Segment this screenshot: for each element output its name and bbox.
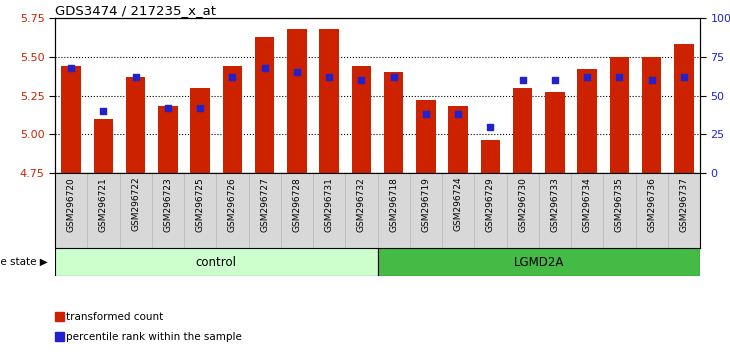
Bar <box>126 77 145 173</box>
Text: percentile rank within the sample: percentile rank within the sample <box>66 331 242 342</box>
Point <box>194 105 206 111</box>
Text: GSM296734: GSM296734 <box>583 177 591 232</box>
Text: GSM296736: GSM296736 <box>647 177 656 232</box>
Point <box>549 77 561 83</box>
Text: transformed count: transformed count <box>66 312 164 321</box>
Point <box>162 105 174 111</box>
Point <box>420 111 431 117</box>
Text: GSM296735: GSM296735 <box>615 177 624 232</box>
Text: GSM296721: GSM296721 <box>99 177 108 232</box>
Text: GSM296720: GSM296720 <box>66 177 76 232</box>
Bar <box>513 88 532 173</box>
Bar <box>642 57 661 173</box>
Text: GSM296733: GSM296733 <box>550 177 559 232</box>
Bar <box>377 248 700 276</box>
Bar <box>287 29 307 173</box>
Point <box>613 74 625 80</box>
Bar <box>577 69 597 173</box>
Point <box>65 65 77 70</box>
Bar <box>416 100 436 173</box>
Text: GSM296731: GSM296731 <box>325 177 334 232</box>
Bar <box>55 248 377 276</box>
Point <box>98 108 110 114</box>
Bar <box>384 72 403 173</box>
Point <box>388 74 399 80</box>
Text: GSM296722: GSM296722 <box>131 177 140 232</box>
Point <box>678 74 690 80</box>
Text: GSM296725: GSM296725 <box>196 177 204 232</box>
Text: GSM296726: GSM296726 <box>228 177 237 232</box>
Text: GSM296724: GSM296724 <box>453 177 463 232</box>
Point <box>226 74 238 80</box>
Point <box>323 74 335 80</box>
Text: GSM296723: GSM296723 <box>164 177 172 232</box>
Point <box>453 111 464 117</box>
Text: GDS3474 / 217235_x_at: GDS3474 / 217235_x_at <box>55 4 216 17</box>
Bar <box>255 36 274 173</box>
Bar <box>158 106 177 173</box>
Point <box>258 65 270 70</box>
Bar <box>223 66 242 173</box>
Text: GSM296727: GSM296727 <box>260 177 269 232</box>
Bar <box>675 44 693 173</box>
Point <box>130 74 142 80</box>
Bar <box>320 29 339 173</box>
Bar <box>61 66 81 173</box>
Text: GSM296732: GSM296732 <box>357 177 366 232</box>
Bar <box>610 57 629 173</box>
Bar <box>352 66 371 173</box>
Text: LGMD2A: LGMD2A <box>514 256 564 268</box>
Text: GSM296728: GSM296728 <box>293 177 301 232</box>
Bar <box>448 106 468 173</box>
Text: GSM296718: GSM296718 <box>389 177 398 232</box>
Bar <box>191 88 210 173</box>
Point <box>517 77 529 83</box>
Point <box>646 77 658 83</box>
Point <box>291 69 303 75</box>
Text: control: control <box>196 256 237 268</box>
Bar <box>93 119 113 173</box>
Point <box>581 74 593 80</box>
Bar <box>480 141 500 173</box>
Point <box>356 77 367 83</box>
Text: GSM296729: GSM296729 <box>486 177 495 232</box>
Text: disease state ▶: disease state ▶ <box>0 257 47 267</box>
Text: GSM296730: GSM296730 <box>518 177 527 232</box>
Text: GSM296737: GSM296737 <box>680 177 688 232</box>
Text: GSM296719: GSM296719 <box>421 177 431 232</box>
Bar <box>545 92 564 173</box>
Point <box>485 124 496 129</box>
